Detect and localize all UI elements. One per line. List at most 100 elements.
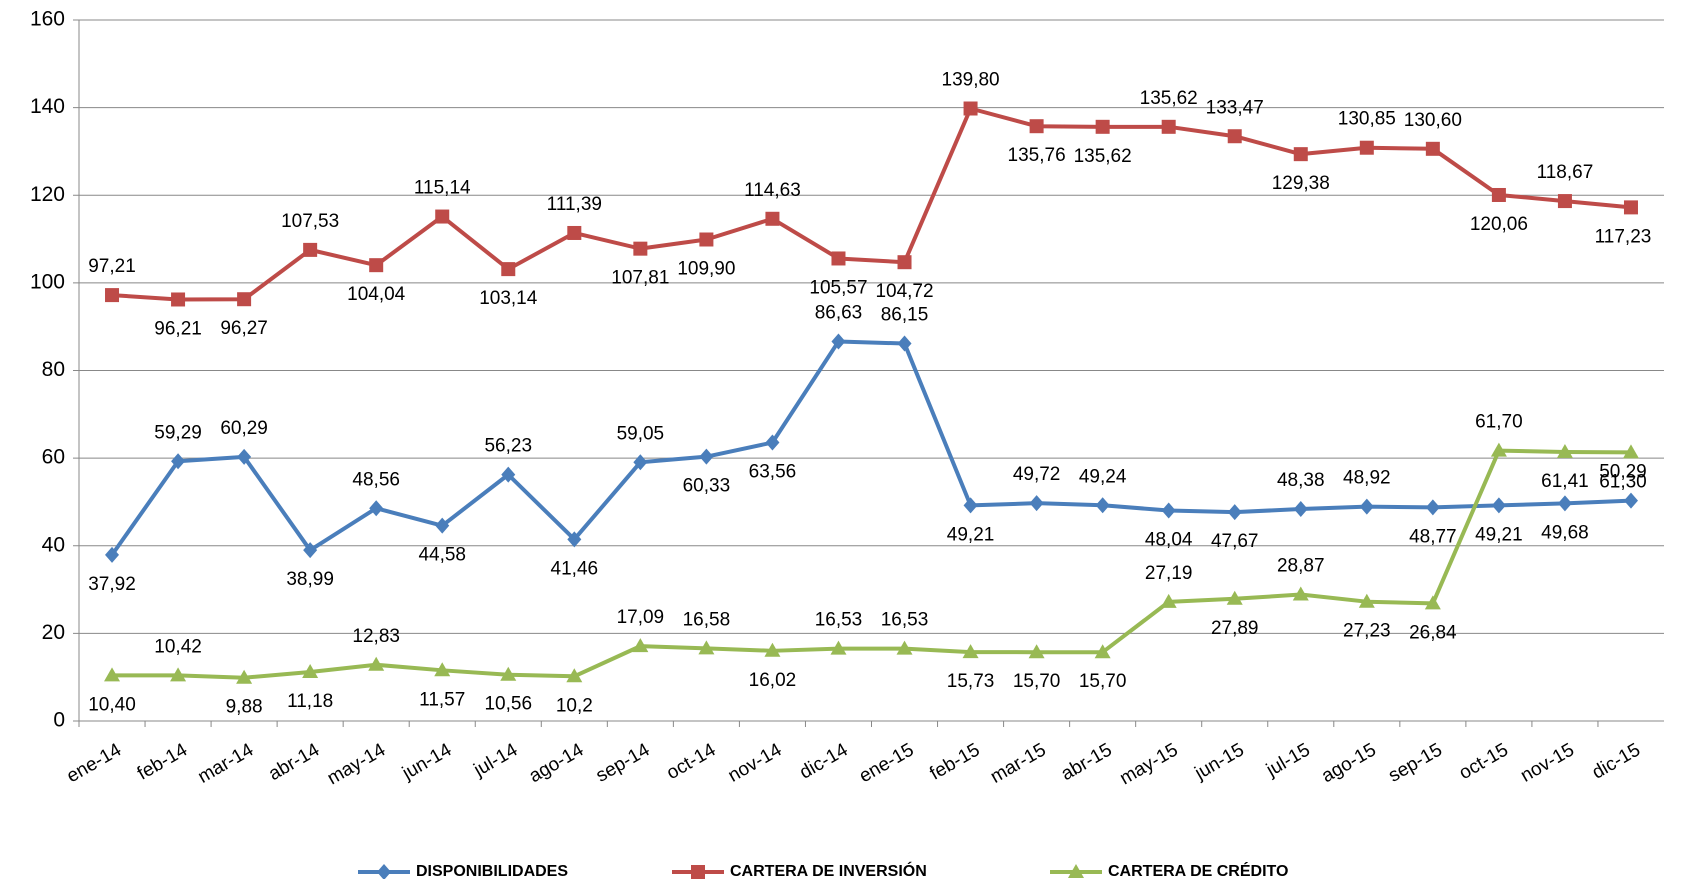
data-label: 10,2: [556, 695, 593, 716]
data-label: 48,77: [1409, 526, 1457, 547]
y-tick-label: 120: [30, 183, 65, 206]
data-label: 15,70: [1013, 671, 1061, 692]
data-label: 48,04: [1145, 530, 1193, 551]
data-label: 130,85: [1338, 109, 1396, 130]
marker: [897, 335, 912, 352]
data-label: 49,72: [1013, 464, 1061, 485]
marker: [1227, 129, 1242, 144]
data-label: 9,88: [226, 697, 263, 718]
marker: [1557, 194, 1572, 209]
data-label: 11,18: [287, 691, 333, 712]
legend-label: DISPONIBILIDADES: [416, 863, 568, 879]
data-label: 109,90: [677, 259, 735, 280]
marker: [237, 292, 252, 307]
x-tick-label: ago-14: [526, 739, 588, 787]
marker: [501, 262, 516, 277]
data-label: 97,21: [88, 256, 136, 277]
data-label: 48,38: [1277, 470, 1325, 491]
marker: [897, 255, 912, 270]
x-tick-label: may-14: [324, 739, 390, 789]
data-label: 63,56: [749, 462, 797, 483]
x-tick-label: oct-15: [1456, 739, 1512, 784]
data-label: 10,56: [484, 694, 532, 715]
y-tick-label: 40: [42, 533, 65, 556]
marker: [1425, 499, 1440, 516]
data-label: 17,09: [617, 607, 665, 628]
data-label: 96,21: [154, 318, 202, 339]
data-label: 107,81: [611, 268, 669, 289]
marker: [1029, 119, 1044, 134]
data-label: 103,14: [479, 288, 538, 309]
x-tick-label: mar-14: [194, 739, 257, 787]
marker: [566, 668, 583, 683]
marker: [963, 101, 978, 116]
data-label: 16,53: [881, 610, 929, 631]
x-tick-label: mar-15: [987, 739, 1050, 787]
x-tick-label: jun-15: [1191, 739, 1248, 784]
data-label: 49,21: [1475, 524, 1523, 545]
marker: [435, 517, 450, 534]
data-label: 50,29: [1599, 462, 1647, 483]
data-label: 96,27: [220, 318, 268, 339]
data-label: 104,72: [875, 281, 933, 302]
data-label: 49,24: [1079, 466, 1127, 487]
data-label: 60,33: [683, 476, 731, 497]
marker: [765, 434, 780, 451]
marker: [963, 497, 978, 514]
x-tick-label: oct-14: [663, 739, 720, 784]
marker: [1095, 119, 1110, 134]
marker: [1491, 187, 1506, 202]
data-label: 135,76: [1008, 145, 1066, 166]
marker: [302, 664, 319, 679]
data-label: 129,38: [1272, 173, 1330, 194]
marker: [765, 211, 780, 226]
marker: [1094, 644, 1111, 659]
data-label: 135,62: [1140, 88, 1198, 109]
data-label: 135,62: [1074, 146, 1132, 167]
marker: [1623, 492, 1638, 509]
x-tick-label: feb-15: [926, 739, 983, 784]
marker: [1359, 498, 1374, 515]
data-label: 111,39: [547, 194, 602, 215]
data-label: 27,23: [1343, 621, 1391, 642]
data-label: 59,29: [154, 422, 202, 443]
marker: [1227, 504, 1242, 521]
data-label: 61,41: [1541, 471, 1589, 492]
marker: [1161, 502, 1176, 519]
marker: [303, 242, 318, 257]
x-tick-label: dic-14: [796, 739, 852, 783]
y-tick-label: 100: [30, 270, 65, 293]
marker: [699, 232, 714, 247]
marker: [500, 666, 517, 681]
x-tick-label: abr-14: [265, 739, 323, 785]
marker: [698, 640, 715, 655]
x-tick-label: nov-14: [725, 739, 786, 786]
x-tick-label: may-15: [1116, 739, 1181, 789]
marker: [1359, 140, 1374, 155]
marker: [1226, 590, 1243, 605]
data-label: 41,46: [551, 558, 599, 579]
marker: [1160, 593, 1177, 608]
data-label: 120,06: [1470, 214, 1528, 235]
marker: [830, 640, 847, 655]
data-label: 118,67: [1537, 162, 1594, 183]
marker: [1068, 864, 1084, 878]
marker: [831, 333, 846, 350]
y-tick-label: 80: [42, 358, 65, 381]
data-label: 15,73: [947, 671, 995, 692]
x-tick-label: ene-15: [856, 739, 918, 787]
y-tick-label: 60: [42, 446, 65, 469]
marker: [105, 546, 120, 563]
marker: [1491, 497, 1506, 514]
data-label: 12,83: [352, 626, 400, 647]
data-label: 104,04: [347, 284, 406, 305]
x-tick-label: abr-15: [1058, 739, 1116, 785]
marker: [369, 500, 384, 517]
data-label: 49,68: [1541, 522, 1589, 543]
data-label: 16,58: [683, 609, 731, 630]
x-tick-label: ago-15: [1318, 739, 1380, 787]
data-label: 107,53: [281, 211, 339, 232]
marker: [1490, 442, 1507, 457]
x-tick-label: nov-15: [1517, 739, 1578, 786]
data-label: 56,23: [484, 436, 532, 457]
